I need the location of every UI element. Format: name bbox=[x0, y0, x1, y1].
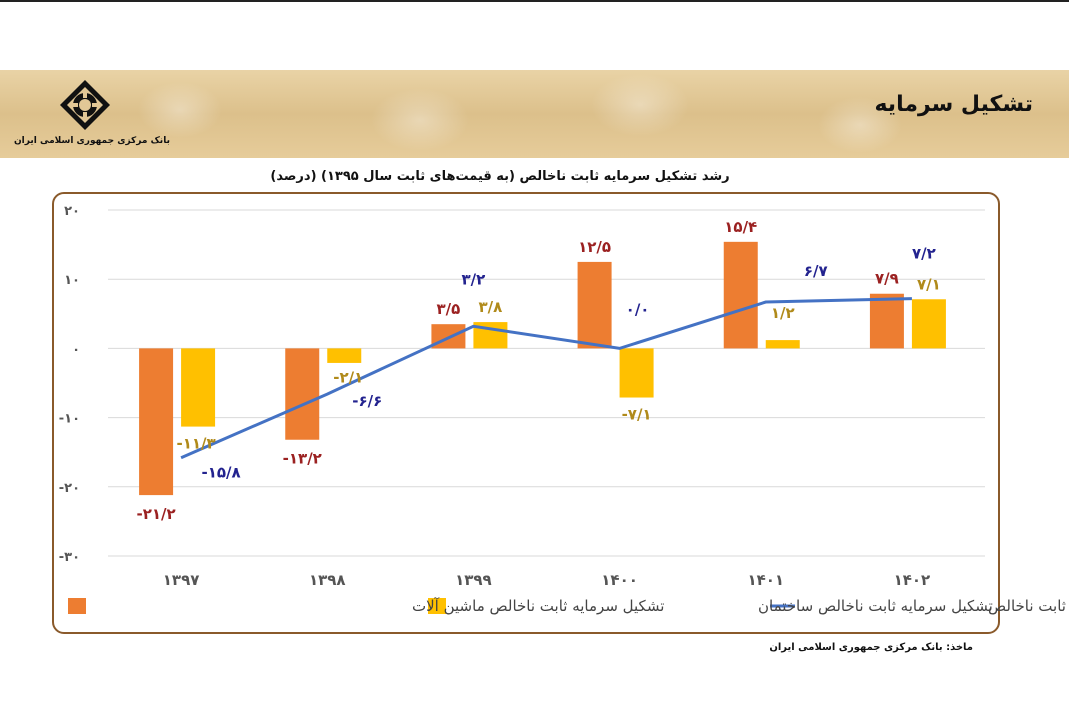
legend-swatch-construction bbox=[428, 598, 446, 614]
source-note: ماخذ: بانک مرکزی جمهوری اسلامی ایران bbox=[769, 642, 973, 653]
header-banner: بانک مرکزی جمهوری اسلامی ایران تشکیل سرم… bbox=[0, 70, 1069, 158]
y-tick-label: ۲۰ bbox=[64, 204, 80, 219]
data-label-construction: -۲/۱ bbox=[333, 368, 363, 386]
bar-construction bbox=[181, 348, 216, 427]
page-title: تشکیل سرمایه bbox=[874, 92, 1033, 117]
data-label-total: ۷/۲ bbox=[912, 245, 936, 263]
chart-frame bbox=[52, 192, 1000, 634]
data-label-total: ۰/۰ bbox=[626, 300, 650, 318]
y-tick-label: -۲۰ bbox=[59, 481, 80, 496]
series-line-total bbox=[180, 297, 912, 460]
top-rule bbox=[0, 0, 1069, 2]
x-tick-label: ۱۳۹۸ bbox=[309, 571, 346, 589]
data-label-construction: ۷/۱ bbox=[917, 275, 941, 293]
y-tick-label: -۱۰ bbox=[59, 412, 80, 427]
logo-text: بانک مرکزی جمهوری اسلامی ایران bbox=[14, 136, 170, 146]
data-label-construction: ۳/۸ bbox=[479, 298, 503, 316]
legend-label-machinery: تشکیل سرمایه ثابت ناخالص ماشین آلات bbox=[412, 597, 664, 615]
data-label-machinery: -۲۱/۲ bbox=[136, 505, 175, 523]
data-label-total: ۳/۲ bbox=[462, 270, 486, 288]
x-tick-label: ۱۴۰۱ bbox=[747, 571, 784, 589]
data-label-construction: ۱/۲ bbox=[771, 304, 795, 322]
data-label-machinery: ۱۵/۴ bbox=[724, 218, 757, 236]
legend-label-construction: تشکیل سرمایه ثابت ناخالص ساختمان bbox=[758, 597, 993, 615]
x-tick-label: ۱۴۰۲ bbox=[894, 571, 931, 589]
data-label-total: ۶/۷ bbox=[804, 262, 828, 280]
y-tick-label: ۱۰ bbox=[64, 273, 80, 288]
x-tick-label: ۱۳۹۹ bbox=[455, 571, 492, 589]
legend-label-total: تشکیل سرمایه ثابت ناخالص bbox=[988, 597, 1069, 615]
data-label-machinery: ۷/۹ bbox=[875, 270, 899, 288]
bar-machinery bbox=[869, 293, 904, 349]
y-tick-label: -۳۰ bbox=[59, 550, 80, 565]
bar-construction bbox=[765, 340, 800, 349]
bar-construction bbox=[327, 348, 362, 363]
bar-machinery bbox=[577, 261, 612, 349]
central-bank-logo-icon bbox=[60, 80, 110, 130]
data-label-machinery: ۱۲/۵ bbox=[578, 238, 611, 256]
data-label-total: -۱۵/۸ bbox=[201, 464, 240, 482]
chart-title: رشد تشکیل سرمایه ثابت ناخالص (به قیمت‌ها… bbox=[270, 169, 730, 184]
bar-machinery bbox=[285, 348, 320, 440]
y-tick-label: ۰ bbox=[72, 342, 80, 357]
bar-machinery bbox=[139, 348, 174, 496]
data-label-total: -۶/۶ bbox=[352, 392, 382, 410]
data-label-machinery: -۱۳/۲ bbox=[283, 450, 322, 468]
x-tick-label: ۱۴۰۰ bbox=[601, 571, 638, 589]
x-tick-label: ۱۳۹۷ bbox=[163, 571, 200, 589]
legend-swatch-machinery bbox=[68, 598, 86, 614]
data-label-machinery: ۳/۵ bbox=[437, 300, 461, 318]
bar-construction bbox=[619, 348, 654, 398]
bar-construction bbox=[911, 299, 946, 349]
bar-machinery bbox=[723, 241, 758, 349]
data-label-construction: -۷/۱ bbox=[622, 406, 652, 424]
data-label-construction: -۱۱/۳ bbox=[176, 435, 215, 453]
